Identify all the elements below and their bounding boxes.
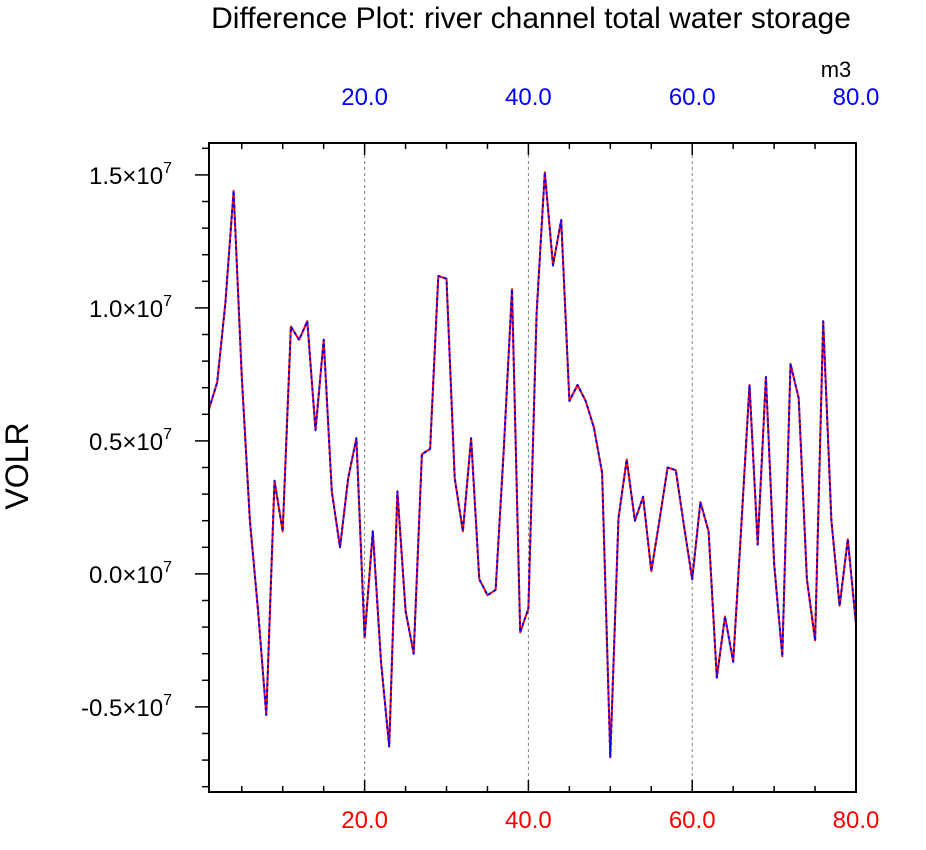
units-label: m3: [821, 57, 852, 82]
grid-lines: [364, 143, 693, 792]
x-tick-label-bottom: 40.0: [505, 807, 552, 834]
y-tick-label: -0.5×107: [81, 692, 172, 722]
y-tick-label: 0.0×107: [89, 559, 172, 589]
x-tick-label-bottom: 60.0: [669, 807, 716, 834]
plot-frame: [208, 142, 857, 793]
y-axis-label: VOLR: [0, 422, 35, 509]
x-tick-label-top: 60.0: [669, 84, 716, 111]
x-tick-label-top: 80.0: [833, 84, 880, 111]
x-tick-label-top: 40.0: [505, 84, 552, 111]
x-tick-label-bottom: 20.0: [341, 807, 388, 834]
y-tick-label: 1.5×107: [89, 160, 172, 190]
x-tick-label-top: 20.0: [341, 84, 388, 111]
series-group: [209, 171, 856, 759]
y-tick-label: 0.5×107: [89, 426, 172, 456]
tick-labels: 20.0 40.0 60.0 80.0 20.0 40.0 60.0 80.0 1.5×107 1…: [81, 84, 879, 834]
axis-ticks: [195, 143, 857, 792]
x-tick-label-bottom: 80.0: [833, 807, 880, 834]
y-tick-label: 1.0×107: [89, 293, 172, 323]
series-line-a: [209, 171, 856, 759]
chart-title: Difference Plot: river channel total wat…: [211, 2, 851, 35]
series-line-b: [209, 171, 856, 759]
